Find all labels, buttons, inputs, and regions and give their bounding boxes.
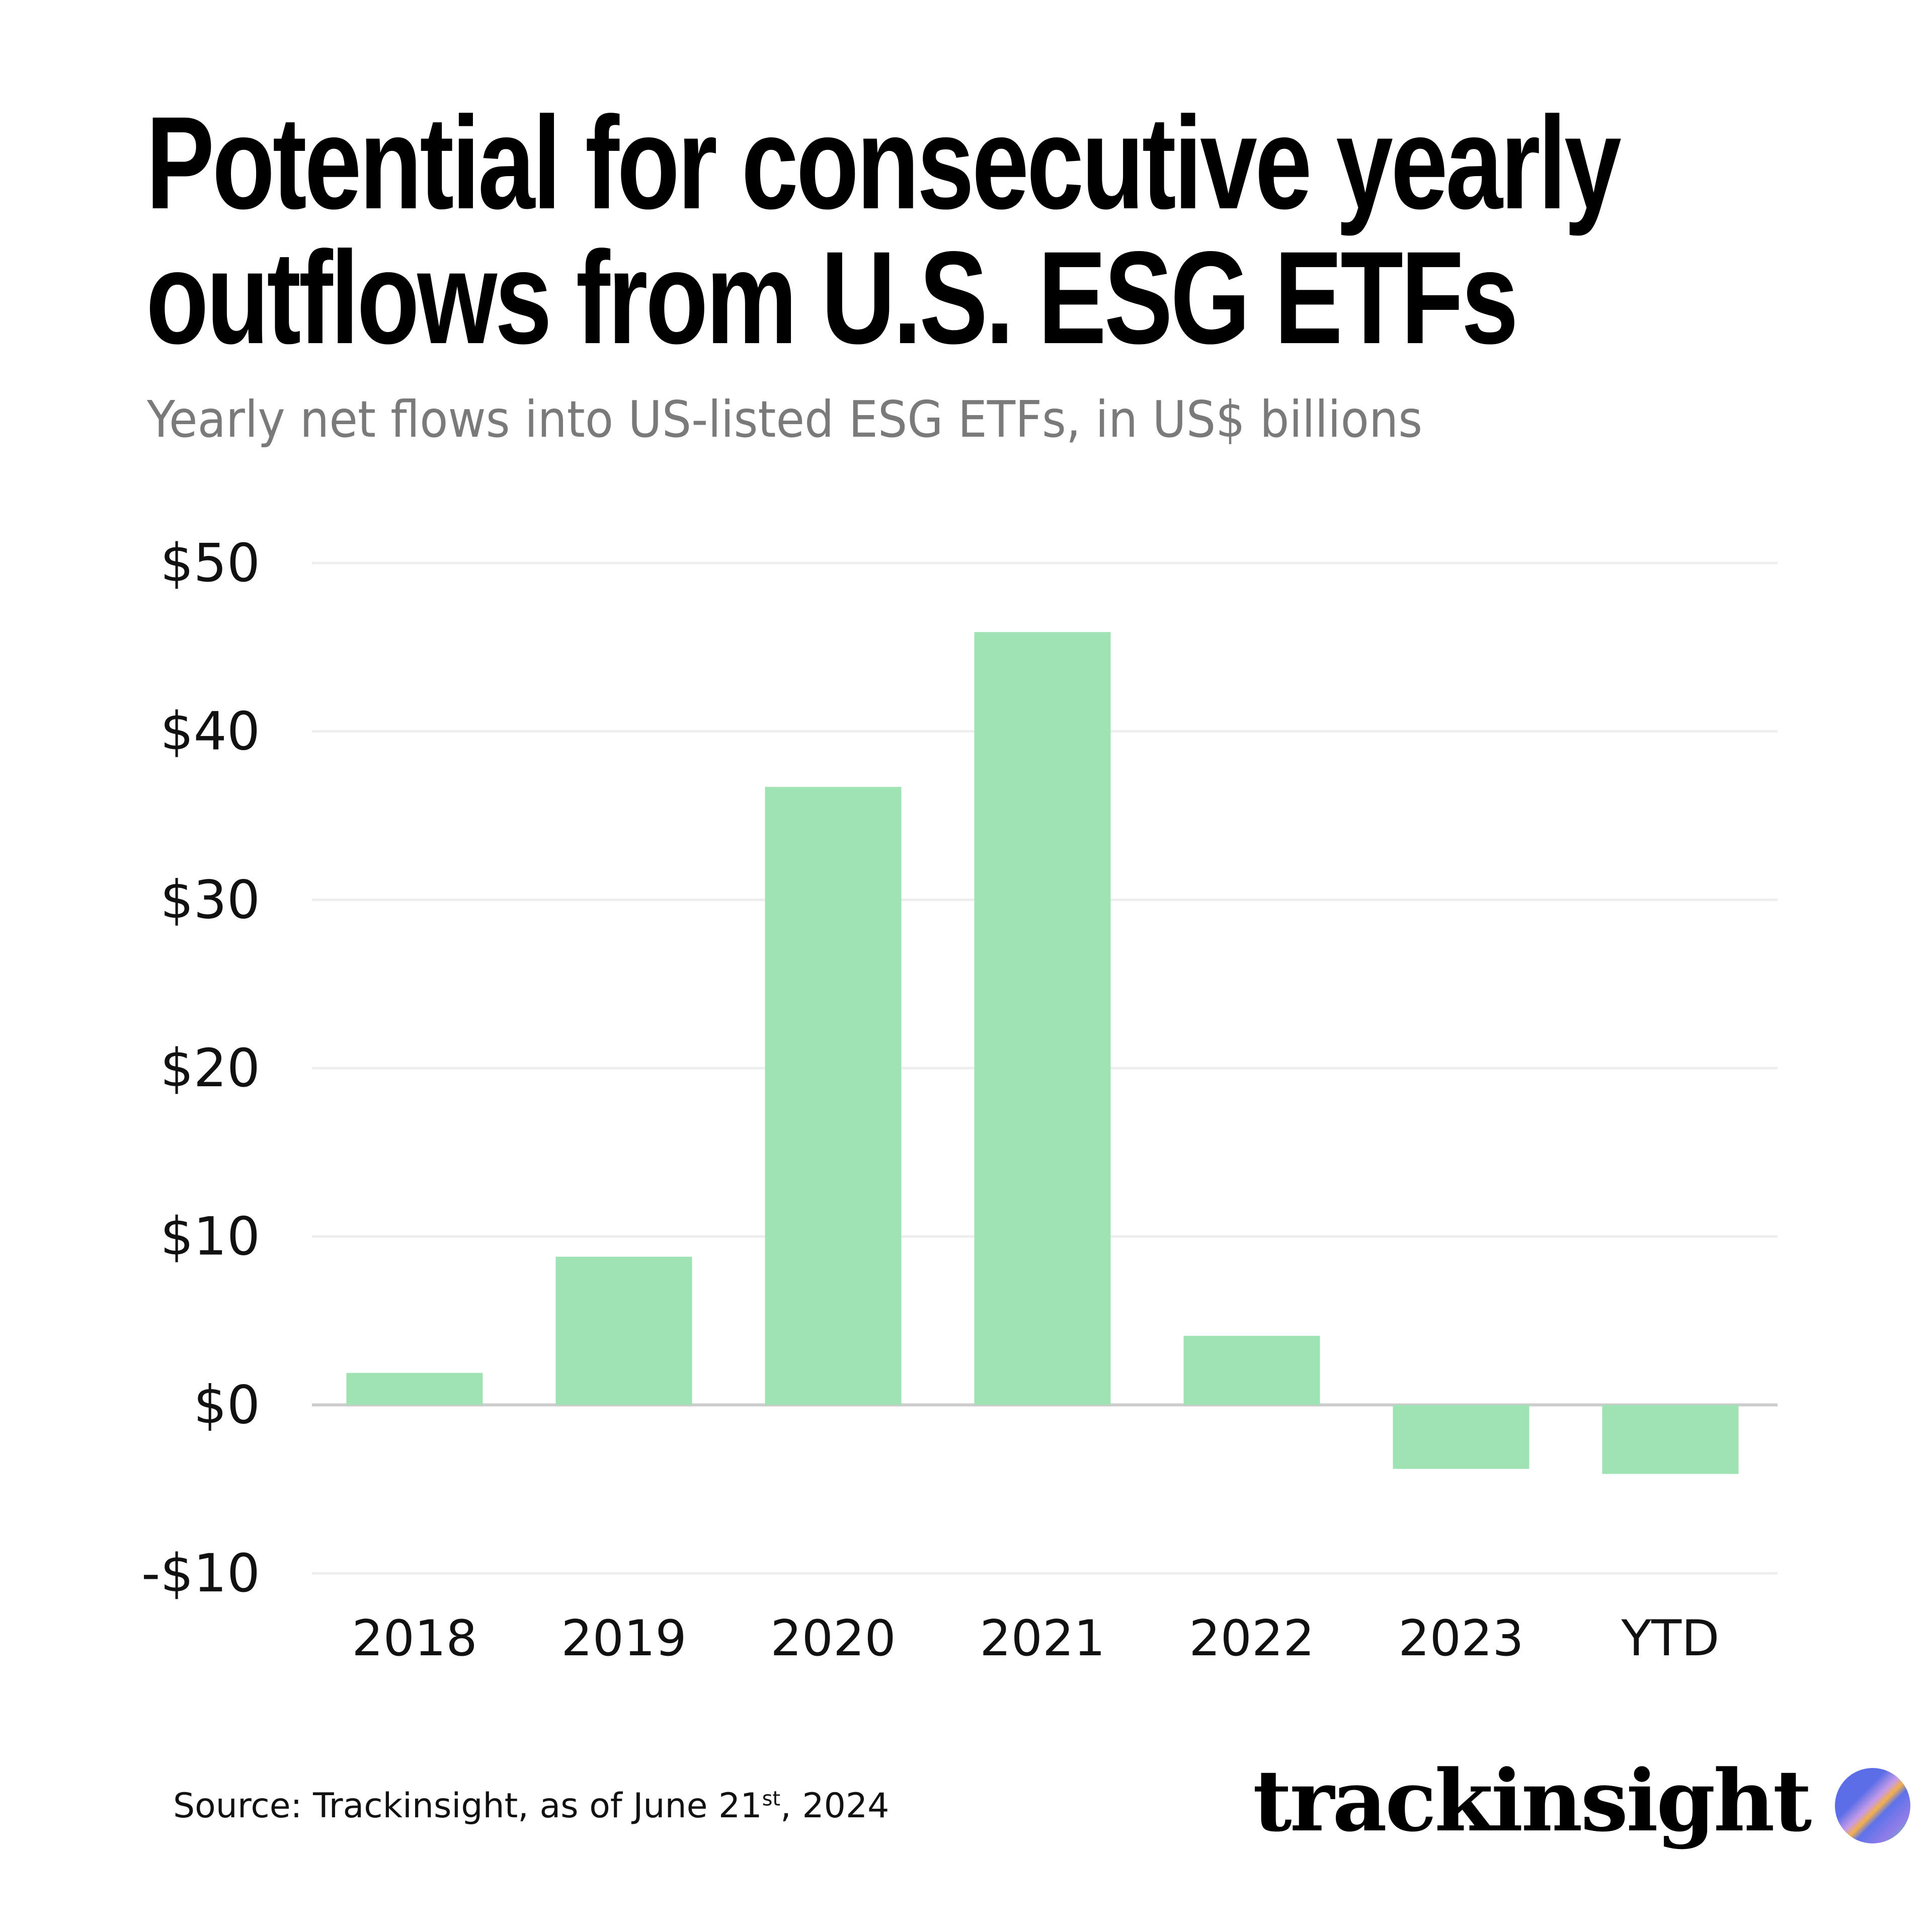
bar-2020	[765, 787, 902, 1405]
y-tick-label: $0	[194, 1374, 260, 1435]
y-tick-label: $20	[160, 1037, 260, 1099]
bar-2021	[974, 632, 1111, 1405]
x-tick-label: 2023	[1398, 1610, 1523, 1667]
trackinsight-logo: trackinsight	[1253, 1751, 1911, 1850]
bar-2023	[1393, 1405, 1530, 1469]
title-line-1: Potential for consecutive yearly	[146, 89, 1622, 236]
gradient-circle-icon	[1835, 1768, 1911, 1843]
x-axis-labels: 2018 2019 2020 2021 2022 2023 YTD	[352, 1610, 1719, 1667]
bars	[346, 632, 1739, 1474]
x-tick-label: 2022	[1189, 1610, 1314, 1667]
source-prefix: Source: Trackinsight, as of June 21	[173, 1786, 762, 1826]
y-tick-label: -$10	[141, 1543, 260, 1604]
y-tick-label: $30	[160, 869, 260, 930]
x-tick-label: 2021	[980, 1610, 1105, 1667]
x-tick-label: 2020	[770, 1610, 896, 1667]
bar-2019	[555, 1256, 692, 1405]
chart-title: Potential for consecutive yearly outflow…	[146, 89, 1622, 371]
x-tick-label: 2018	[352, 1610, 477, 1667]
source-sup: st	[762, 1787, 781, 1811]
y-axis-labels: $50 $40 $30 $20 $10 $0 -$10	[141, 532, 260, 1604]
y-tick-label: $40	[160, 701, 260, 762]
y-tick-label: $10	[160, 1206, 260, 1267]
chart-subtitle: Yearly net flows into US-listed ESG ETFs…	[147, 390, 1423, 449]
source-note: Source: Trackinsight, as of June 21st, 2…	[173, 1786, 889, 1826]
bar-YTD	[1602, 1405, 1739, 1474]
title-line-2: outflows from U.S. ESG ETFs	[146, 224, 1518, 371]
bar-2018	[346, 1373, 483, 1405]
x-tick-label: 2019	[561, 1610, 686, 1667]
source-suffix: , 2024	[780, 1786, 890, 1826]
bar-2022	[1183, 1336, 1320, 1405]
logo-text: trackinsight	[1253, 1751, 1812, 1850]
x-tick-label: YTD	[1621, 1610, 1719, 1667]
y-tick-label: $50	[160, 532, 260, 594]
